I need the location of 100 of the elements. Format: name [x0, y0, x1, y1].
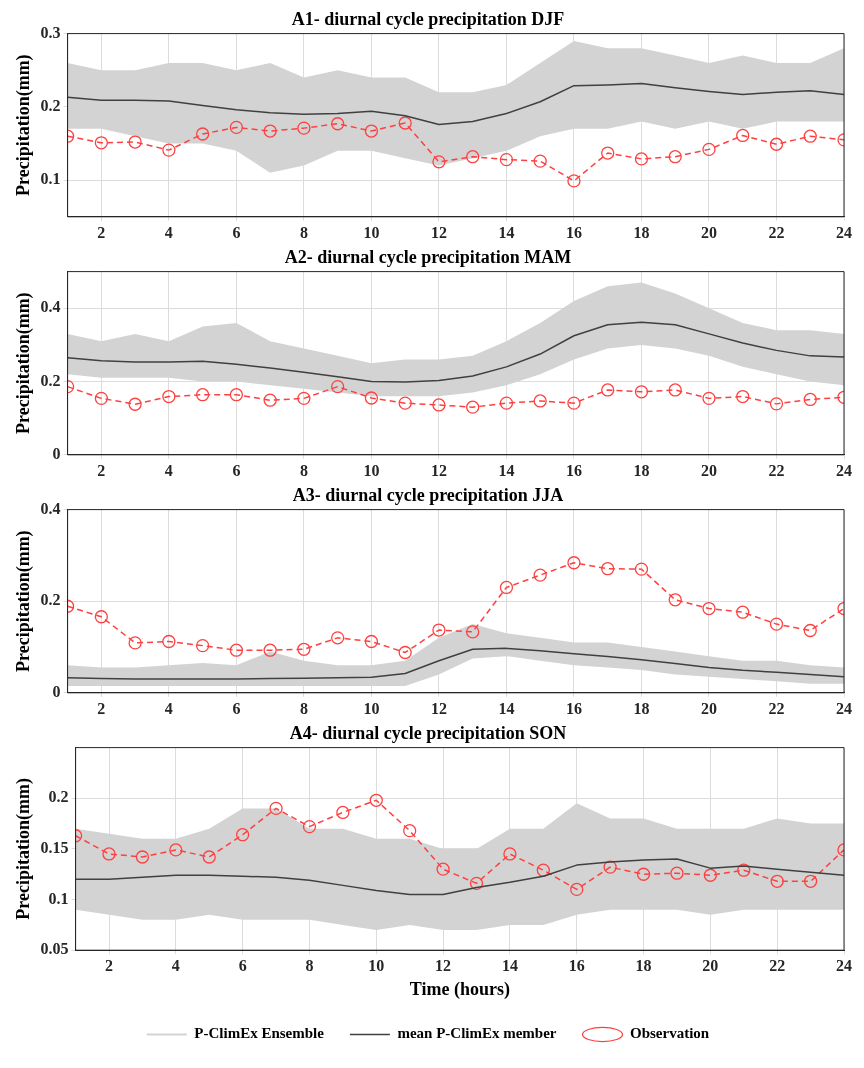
legend-label: mean P-ClimEx member — [397, 1025, 557, 1042]
x-tick-label: 24 — [836, 699, 852, 717]
y-tick-label: 0.05 — [40, 940, 69, 958]
y-tick-label: 0.2 — [48, 788, 69, 806]
point — [634, 562, 649, 576]
point — [336, 805, 350, 820]
y-tick-label: 0.2 — [40, 371, 61, 389]
point — [668, 150, 682, 164]
point — [169, 843, 183, 857]
x-tick-label: 16 — [565, 699, 582, 717]
point — [297, 121, 311, 135]
x-tick-label: 4 — [164, 699, 173, 717]
point — [398, 116, 412, 130]
x-tick-label: 14 — [498, 223, 515, 241]
point — [469, 876, 484, 890]
x-tick-label: 2 — [105, 956, 114, 974]
point — [94, 391, 109, 406]
point — [668, 383, 682, 397]
point — [195, 388, 210, 402]
point — [466, 625, 480, 639]
point — [94, 136, 109, 150]
point — [503, 847, 517, 861]
y-axis-title: Precipitation(mm) — [13, 54, 35, 197]
x-tick-label: 22 — [768, 461, 785, 479]
point — [499, 152, 514, 167]
point — [229, 643, 244, 657]
chart-title: A3- diurnal cycle precipitation JJA — [292, 485, 564, 506]
point — [634, 385, 649, 399]
x-tick-label: 10 — [363, 223, 380, 241]
y-tick-label: 0.4 — [40, 499, 61, 517]
x-tick-label: 20 — [700, 223, 717, 241]
point — [533, 154, 547, 168]
point — [302, 819, 317, 834]
x-tick-label: 20 — [700, 699, 717, 717]
point — [670, 866, 684, 880]
point — [432, 155, 446, 169]
y-tick-label: 0 — [52, 682, 61, 700]
chart-title: A1- diurnal cycle precipitation DJF — [291, 9, 565, 30]
x-tick-label: 4 — [164, 461, 173, 479]
point — [567, 396, 581, 410]
point — [229, 388, 244, 402]
point — [533, 568, 547, 582]
point — [102, 847, 116, 861]
x-tick-label: 24 — [836, 956, 852, 974]
x-axis-title: Time (hours) — [409, 978, 510, 1000]
y-axis-title: Precipitation(mm) — [13, 778, 35, 920]
point — [736, 389, 750, 404]
x-tick-label: 2 — [97, 223, 106, 241]
x-tick-label: 18 — [633, 461, 650, 479]
point — [297, 391, 311, 406]
x-tick-label: 6 — [232, 699, 241, 717]
point — [297, 642, 311, 656]
point — [803, 623, 817, 638]
point — [702, 391, 716, 406]
point — [499, 580, 514, 595]
y-tick-label: 0.4 — [40, 298, 61, 316]
point — [432, 623, 446, 637]
x-tick-label: 8 — [299, 699, 308, 717]
x-tick-label: 4 — [164, 223, 173, 241]
x-tick-label: 10 — [368, 956, 385, 974]
x-tick-label: 24 — [836, 461, 852, 479]
point — [162, 389, 176, 404]
point — [601, 146, 615, 160]
point — [601, 562, 615, 576]
point — [331, 380, 345, 394]
x-tick-label: 16 — [565, 223, 582, 241]
x-tick-label: 14 — [501, 956, 518, 974]
point — [567, 556, 581, 570]
point — [803, 392, 817, 407]
x-tick-label: 8 — [299, 461, 308, 479]
point — [567, 174, 581, 188]
point — [668, 593, 682, 607]
point — [195, 127, 210, 141]
point — [533, 394, 547, 408]
point — [162, 634, 176, 649]
point — [162, 143, 176, 157]
point — [263, 124, 277, 138]
point — [432, 398, 446, 412]
point — [702, 142, 716, 157]
x-tick-label: 14 — [498, 699, 515, 717]
point — [195, 638, 210, 653]
x-tick-label: 12 — [430, 223, 447, 241]
x-tick-label: 18 — [633, 699, 650, 717]
x-tick-label: 22 — [769, 956, 786, 974]
point — [229, 120, 244, 135]
point — [403, 824, 417, 838]
point — [570, 882, 584, 897]
point — [263, 643, 277, 657]
x-tick-label: 2 — [97, 461, 106, 479]
point — [235, 828, 250, 842]
legend-label: P-ClimEx Ensemble — [194, 1025, 325, 1042]
point — [736, 128, 750, 143]
point — [499, 396, 514, 410]
point — [128, 397, 142, 411]
x-tick-label: 12 — [435, 956, 452, 974]
point — [436, 862, 450, 876]
point — [603, 860, 617, 874]
point — [398, 396, 412, 410]
x-tick-label: 22 — [768, 223, 785, 241]
point — [269, 801, 283, 816]
